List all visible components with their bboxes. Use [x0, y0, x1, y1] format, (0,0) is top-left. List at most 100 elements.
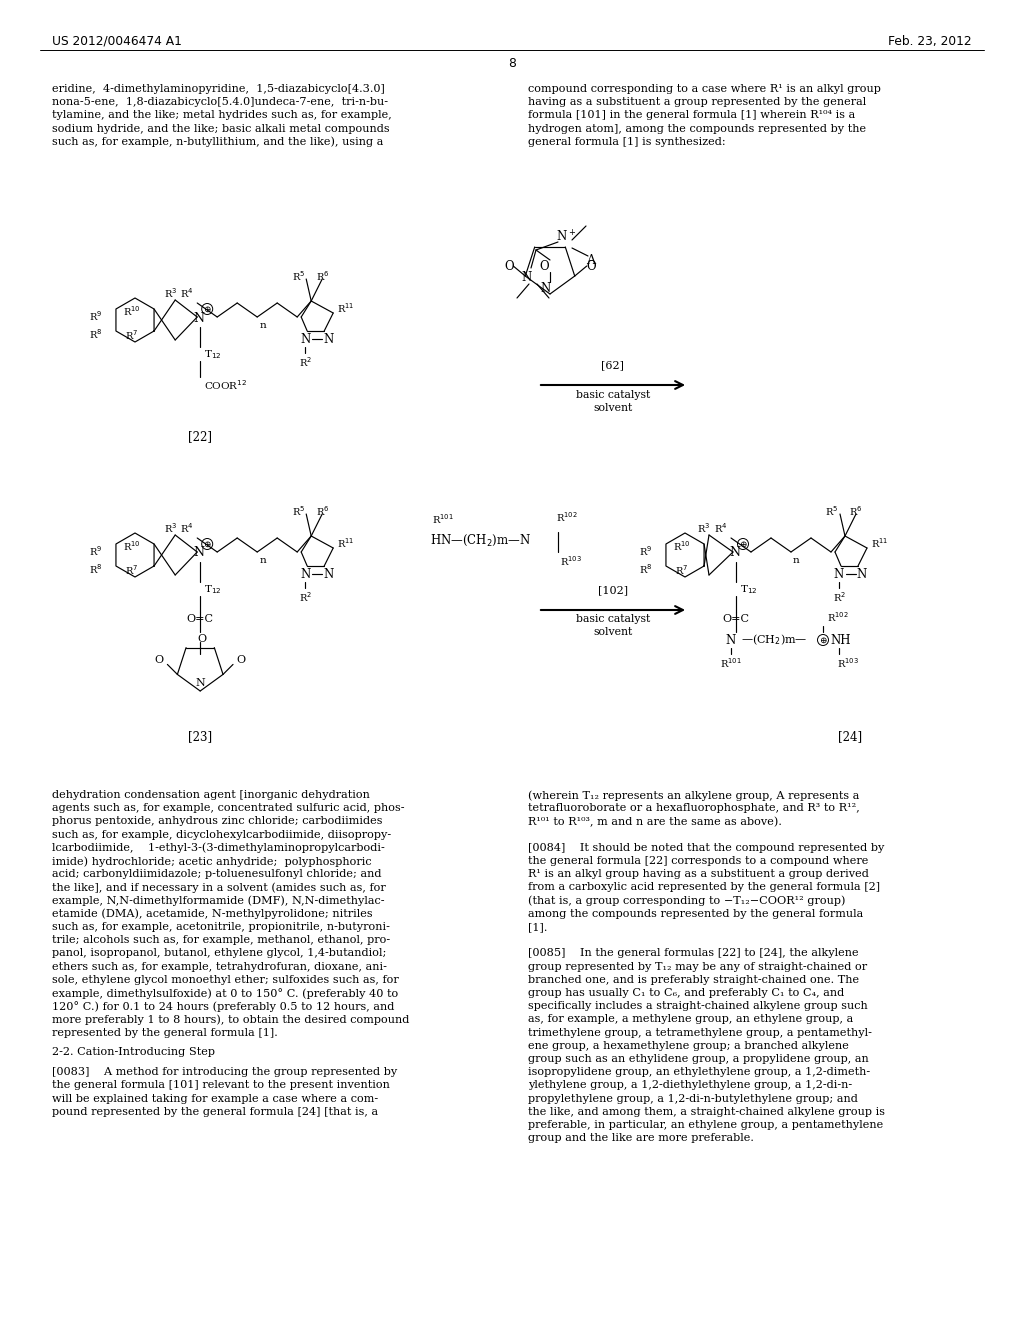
Text: [0083]    A method for introducing the group represented by: [0083] A method for introducing the grou… [52, 1067, 397, 1077]
Text: N: N [194, 546, 204, 560]
Text: R$^2$: R$^2$ [299, 590, 311, 603]
Text: R$^6$: R$^6$ [849, 504, 862, 517]
Text: US 2012/0046474 A1: US 2012/0046474 A1 [52, 36, 182, 48]
Text: N: N [324, 333, 334, 346]
Text: sodium hydride, and the like; basic alkali metal compounds: sodium hydride, and the like; basic alka… [52, 124, 389, 133]
Text: R$^5$: R$^5$ [292, 269, 305, 282]
Text: T$_{12}$: T$_{12}$ [204, 348, 221, 360]
Text: dehydration condensation agent [inorganic dehydration: dehydration condensation agent [inorgani… [52, 789, 370, 800]
Text: HN—(CH$_2$)m—N: HN—(CH$_2$)m—N [430, 532, 531, 548]
Text: N: N [729, 546, 740, 560]
Text: specifically includes a straight-chained alkylene group such: specifically includes a straight-chained… [528, 1001, 867, 1011]
Text: nona-5-ene,  1,8-diazabicyclo[5.4.0]undeca-7-ene,  tri-n-bu-: nona-5-ene, 1,8-diazabicyclo[5.4.0]undec… [52, 98, 388, 107]
Text: NH: NH [830, 634, 851, 647]
Text: n: n [259, 556, 266, 565]
Text: R$^2$: R$^2$ [833, 590, 846, 603]
Text: T$_{12}$: T$_{12}$ [204, 583, 221, 595]
Text: R$^5$: R$^5$ [292, 504, 305, 517]
Text: R$^3$: R$^3$ [164, 521, 177, 535]
Text: 120° C.) for 0.1 to 24 hours (preferably 0.5 to 12 hours, and: 120° C.) for 0.1 to 24 hours (preferably… [52, 1001, 394, 1012]
Text: O: O [505, 260, 514, 272]
Text: T$_{12}$: T$_{12}$ [740, 583, 758, 595]
Text: compound corresponding to a case where R¹ is an alkyl group: compound corresponding to a case where R… [528, 84, 881, 94]
Text: [1].: [1]. [528, 921, 548, 932]
Text: N: N [726, 634, 736, 647]
Text: O: O [586, 260, 596, 272]
Text: O=C: O=C [186, 614, 213, 624]
Text: R$^{11}$: R$^{11}$ [871, 536, 889, 550]
Text: represented by the general formula [1].: represented by the general formula [1]. [52, 1027, 278, 1038]
Text: Feb. 23, 2012: Feb. 23, 2012 [889, 36, 972, 48]
Text: 8: 8 [508, 57, 516, 70]
Text: A: A [586, 253, 595, 267]
Text: R$^6$: R$^6$ [315, 269, 329, 282]
Text: O: O [155, 656, 164, 665]
Text: N: N [300, 333, 310, 346]
Text: N: N [522, 271, 532, 284]
Text: ylethylene group, a 1,2-diethylethylene group, a 1,2-di-n-: ylethylene group, a 1,2-diethylethylene … [528, 1080, 852, 1090]
Text: R$^3$: R$^3$ [164, 286, 177, 300]
Text: the like], and if necessary in a solvent (amides such as, for: the like], and if necessary in a solvent… [52, 882, 386, 892]
Text: more preferably 1 to 8 hours), to obtain the desired compound: more preferably 1 to 8 hours), to obtain… [52, 1014, 410, 1024]
Text: having as a substituent a group represented by the general: having as a substituent a group represen… [528, 98, 866, 107]
Text: group has usually C₁ to C₆, and preferably C₁ to C₄, and: group has usually C₁ to C₆, and preferab… [528, 987, 844, 998]
Text: ⊕: ⊕ [819, 635, 826, 644]
Text: R$^{102}$: R$^{102}$ [556, 511, 578, 524]
Text: n: n [259, 321, 266, 330]
Text: such as, for example, dicyclohexylcarbodiimide, diisopropy-: such as, for example, dicyclohexylcarbod… [52, 829, 391, 840]
Text: hydrogen atom], among the compounds represented by the: hydrogen atom], among the compounds repr… [528, 124, 866, 133]
Text: N: N [324, 568, 334, 581]
Text: R$^9$: R$^9$ [89, 309, 102, 323]
Text: R$^{102}$: R$^{102}$ [827, 610, 849, 624]
Text: R$^{10}$: R$^{10}$ [123, 304, 141, 318]
Text: R$^3$: R$^3$ [697, 521, 711, 535]
Text: solvent: solvent [593, 627, 633, 638]
Text: the like, and among them, a straight-chained alkylene group is: the like, and among them, a straight-cha… [528, 1106, 885, 1117]
Text: O=C: O=C [722, 614, 749, 624]
Text: R$^{11}$: R$^{11}$ [337, 301, 354, 315]
Text: O: O [540, 260, 549, 273]
Text: R$^{101}$: R$^{101}$ [720, 656, 741, 669]
Text: O: O [198, 634, 207, 644]
Text: R$^7$: R$^7$ [676, 564, 688, 577]
Text: as, for example, a methylene group, an ethylene group, a: as, for example, a methylene group, an e… [528, 1014, 853, 1024]
Text: R$^4$: R$^4$ [715, 521, 728, 535]
Text: R$^2$: R$^2$ [299, 355, 311, 368]
Text: tylamine, and the like; metal hydrides such as, for example,: tylamine, and the like; metal hydrides s… [52, 111, 392, 120]
Text: such as, for example, acetonitrile, propionitrile, n-butyroni-: such as, for example, acetonitrile, prop… [52, 921, 390, 932]
Text: [22]: [22] [188, 430, 212, 444]
Text: ethers such as, for example, tetrahydrofuran, dioxane, ani-: ethers such as, for example, tetrahydrof… [52, 961, 387, 972]
Text: will be explained taking for example a case where a com-: will be explained taking for example a c… [52, 1093, 378, 1104]
Text: ene group, a hexamethylene group; a branched alkylene: ene group, a hexamethylene group; a bran… [528, 1040, 849, 1051]
Text: R¹⁰¹ to R¹⁰³, m and n are the same as above).: R¹⁰¹ to R¹⁰³, m and n are the same as ab… [528, 816, 782, 826]
Text: from a carboxylic acid represented by the general formula [2]: from a carboxylic acid represented by th… [528, 882, 880, 892]
Text: solvent: solvent [593, 403, 633, 413]
Text: isopropylidene group, an ethylethylene group, a 1,2-dimeth-: isopropylidene group, an ethylethylene g… [528, 1067, 870, 1077]
Text: general formula [1] is synthesized:: general formula [1] is synthesized: [528, 137, 726, 147]
Text: group such as an ethylidene group, a propylidene group, an: group such as an ethylidene group, a pro… [528, 1053, 868, 1064]
Text: the general formula [101] relevant to the present invention: the general formula [101] relevant to th… [52, 1080, 390, 1090]
Text: N: N [857, 568, 867, 581]
Text: (wherein T₁₂ represents an alkylene group, A represents a: (wherein T₁₂ represents an alkylene grou… [528, 789, 859, 800]
Text: R$^{103}$: R$^{103}$ [560, 554, 582, 568]
Text: R$^5$: R$^5$ [825, 504, 839, 517]
Text: branched one, and is preferably straight-chained one. The: branched one, and is preferably straight… [528, 974, 859, 985]
Text: sole, ethylene glycol monoethyl ether; sulfoxides such as, for: sole, ethylene glycol monoethyl ether; s… [52, 974, 398, 985]
Text: phorus pentoxide, anhydrous zinc chloride; carbodiimides: phorus pentoxide, anhydrous zinc chlorid… [52, 816, 383, 826]
Text: [23]: [23] [188, 730, 212, 743]
Text: ⊕: ⊕ [204, 540, 211, 549]
Text: R¹ is an alkyl group having as a substituent a group derived: R¹ is an alkyl group having as a substit… [528, 869, 869, 879]
Text: pound represented by the general formula [24] [that is, a: pound represented by the general formula… [52, 1106, 378, 1117]
Text: 2-2. Cation-Introducing Step: 2-2. Cation-Introducing Step [52, 1047, 215, 1057]
Text: R$^{10}$: R$^{10}$ [123, 539, 141, 553]
Text: ⊕: ⊕ [739, 540, 746, 549]
Text: R$^9$: R$^9$ [639, 544, 652, 558]
Text: [0084]    It should be noted that the compound represented by: [0084] It should be noted that the compo… [528, 842, 885, 853]
Text: O: O [237, 656, 246, 665]
Text: panol, isopropanol, butanol, ethylene glycol, 1,4-butandiol;: panol, isopropanol, butanol, ethylene gl… [52, 948, 386, 958]
Text: such as, for example, n-butyllithium, and the like), using a: such as, for example, n-butyllithium, an… [52, 137, 383, 148]
Text: [62]: [62] [601, 360, 625, 370]
Text: basic catalyst: basic catalyst [575, 614, 650, 624]
Text: R$^{11}$: R$^{11}$ [337, 536, 354, 550]
Text: the general formula [22] corresponds to a compound where: the general formula [22] corresponds to … [528, 855, 868, 866]
